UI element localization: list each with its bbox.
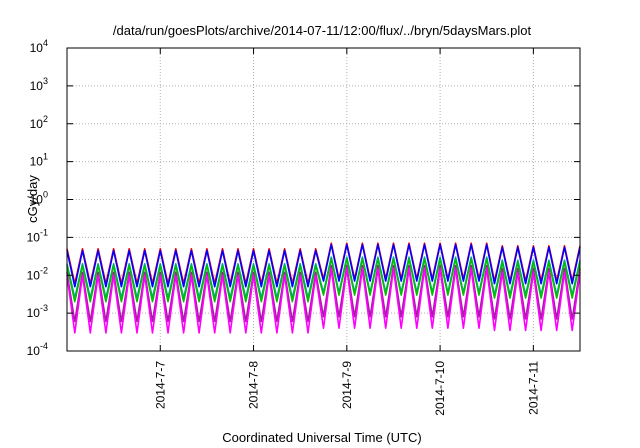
series-path: [66, 264, 581, 323]
y-tick-label: 100: [30, 190, 48, 207]
x-tick-label: 2014-7-9: [340, 361, 354, 409]
series-line: [66, 258, 581, 303]
y-tick-label: 10-4: [27, 341, 48, 358]
y-tick-label: 101: [30, 152, 48, 169]
series-line: [66, 267, 581, 334]
series-path: [66, 267, 581, 334]
y-axis: 10-4 10-3 10-2 10-1 100 101 102 103 104: [27, 38, 580, 358]
series-group: [66, 242, 581, 334]
series-line: [66, 264, 581, 323]
x-tick-label: 2014-7-11: [526, 361, 540, 415]
x-tick-label: 2014-7-8: [247, 361, 261, 409]
y-tick-label: 10-2: [27, 265, 48, 282]
grid: [67, 48, 580, 351]
y-tick-label: 103: [30, 76, 48, 93]
chart-title: /data/run/goesPlots/archive/2014-07-11/1…: [113, 23, 532, 38]
series-path: [66, 258, 581, 303]
x-tick-label: 2014-7-7: [153, 361, 167, 409]
x-axis: 2014-7-7 2014-7-8 2014-7-9 2014-7-10 2014-7-…: [153, 48, 540, 416]
y-axis-label: cGy/day: [25, 175, 40, 223]
y-tick-label: 10-3: [27, 303, 48, 320]
plot-frame: [66, 47, 581, 352]
x-axis-label: Coordinated Universal Time (UTC): [222, 430, 421, 445]
x-tick-label: 2014-7-10: [433, 361, 447, 416]
y-tick-label: 102: [30, 114, 48, 131]
y-tick-label: 104: [30, 38, 48, 55]
series-path: [66, 243, 581, 288]
series-line: [66, 243, 581, 288]
y-tick-label: 10-1: [27, 227, 48, 244]
